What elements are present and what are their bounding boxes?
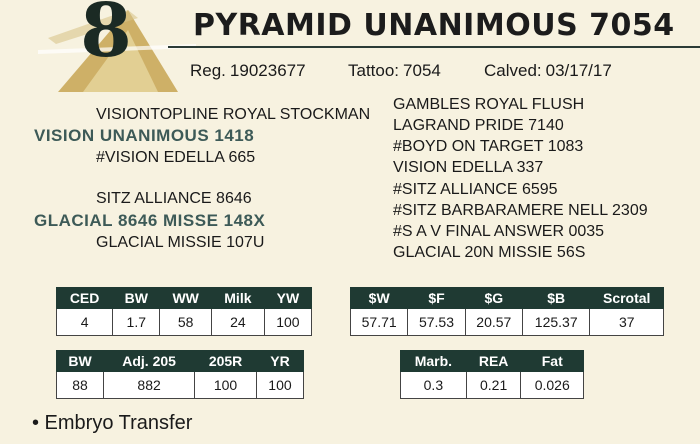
- pedigree-right-8: GLACIAL 20N MISSIE 56S: [393, 244, 586, 261]
- carcass-table: Marb. REA Fat 0.3 0.21 0.026: [400, 350, 584, 399]
- embryo-transfer-note: • Embryo Transfer: [32, 412, 193, 434]
- epd-header: BW: [112, 287, 161, 309]
- actual-value: 100: [194, 371, 257, 399]
- calved-label: Calved:: [484, 61, 542, 80]
- actual-measures-table: BW Adj. 205 205R YR 88 882 100 100: [56, 350, 305, 399]
- actual-value: 100: [255, 371, 305, 399]
- pedigree-right-4: VISION EDELLA 337: [393, 159, 544, 176]
- epd-header: WW: [159, 287, 212, 309]
- epd-value-row: 4 1.7 58 24 100: [55, 308, 313, 336]
- actual-header: BW: [56, 350, 104, 372]
- sire-sire: VISIONTOPLINE ROYAL STOCKMAN: [96, 106, 371, 123]
- dam-sire: SITZ ALLIANCE 8646: [96, 190, 252, 207]
- index-header: Scrotal: [589, 287, 664, 309]
- epd-value: 4: [55, 308, 114, 336]
- index-header: $B: [521, 287, 591, 309]
- epd-header: YW: [263, 287, 313, 309]
- pedigree-right-7: #S A V FINAL ANSWER 0035: [393, 223, 605, 240]
- carcass-value-row: 0.3 0.21 0.026: [400, 371, 584, 399]
- epd-value: 100: [263, 308, 313, 336]
- tattoo-label: Tattoo:: [348, 61, 400, 80]
- calved-value: 03/17/17: [545, 61, 612, 80]
- sire: VISION UNANIMOUS 1418: [34, 126, 255, 145]
- index-table: $W $F $G $B Scrotal 57.71 57.53 20.57 12…: [349, 287, 664, 336]
- index-value: 20.57: [464, 308, 523, 336]
- carcass-value: 0.21: [465, 371, 522, 399]
- title-divider: [168, 46, 700, 48]
- index-value-row: 57.71 57.53 20.57 125.37 37: [349, 308, 664, 336]
- actual-header: YR: [255, 350, 305, 372]
- dam-dam: GLACIAL MISSIE 107U: [96, 234, 265, 251]
- index-value: 37: [589, 308, 664, 336]
- reg-value: 19023677: [229, 61, 306, 80]
- tattoo-value: 7054: [403, 61, 441, 80]
- epd-header: CED: [55, 287, 114, 309]
- carcass-header-row: Marb. REA Fat: [400, 350, 584, 372]
- tattoo-info: Tattoo: 7054: [348, 61, 441, 81]
- index-value: 57.53: [407, 308, 466, 336]
- pedigree-right-1: GAMBLES ROYAL FLUSH: [393, 96, 585, 113]
- reg-label: Reg.: [190, 61, 226, 80]
- actual-value-row: 88 882 100 100: [56, 371, 305, 399]
- dam: GLACIAL 8646 MISSE 148X: [34, 211, 266, 230]
- epd-header-row: CED BW WW Milk YW: [55, 287, 313, 309]
- pedigree-right-2: LAGRAND PRIDE 7140: [393, 117, 564, 134]
- epd-value: 24: [210, 308, 265, 336]
- index-value: 125.37: [521, 308, 591, 336]
- index-header: $F: [407, 287, 466, 309]
- carcass-header: REA: [465, 350, 522, 372]
- pedigree-right-6: #SITZ BARBARAMERE NELL 2309: [393, 202, 648, 219]
- pedigree-right-3: #BOYD ON TARGET 1083: [393, 138, 584, 155]
- index-value: 57.71: [349, 308, 409, 336]
- pedigree-right-5: #SITZ ALLIANCE 6595: [393, 181, 558, 198]
- epd-header: Milk: [210, 287, 265, 309]
- actual-header-row: BW Adj. 205 205R YR: [56, 350, 305, 372]
- calved-info: Calved: 03/17/17: [484, 61, 612, 81]
- index-header-row: $W $F $G $B Scrotal: [349, 287, 664, 309]
- actual-value: 88: [56, 371, 104, 399]
- epd-table: CED BW WW Milk YW 4 1.7 58 24 100: [55, 287, 313, 336]
- sire-dam: #VISION EDELLA 665: [96, 149, 256, 166]
- pyramid-logo: [38, 10, 196, 92]
- carcass-header: Marb.: [400, 350, 467, 372]
- actual-value: 882: [102, 371, 196, 399]
- carcass-value: 0.3: [400, 371, 467, 399]
- carcass-header: Fat: [520, 350, 584, 372]
- carcass-value: 0.026: [520, 371, 584, 399]
- actual-header: Adj. 205: [102, 350, 196, 372]
- index-header: $G: [464, 287, 523, 309]
- lot-number: 8: [80, 0, 132, 74]
- animal-name-title: PYRAMID UNANIMOUS 7054: [193, 8, 675, 43]
- actual-header: 205R: [194, 350, 257, 372]
- registration-info: Reg. 19023677: [190, 61, 306, 81]
- epd-value: 58: [159, 308, 212, 336]
- epd-value: 1.7: [112, 308, 161, 336]
- index-header: $W: [349, 287, 409, 309]
